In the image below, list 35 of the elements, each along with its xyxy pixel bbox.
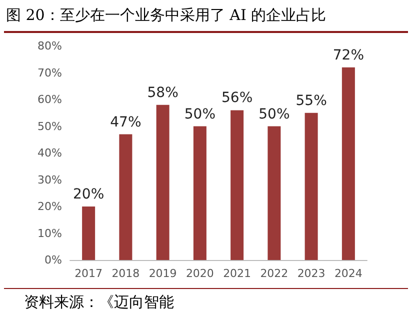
x-tick-label: 2023 [297, 267, 326, 280]
bar [268, 126, 281, 260]
bar [193, 126, 206, 260]
data-label: 50% [184, 106, 216, 122]
bar [82, 206, 96, 260]
x-tick-label: 2021 [223, 267, 252, 280]
y-tick-label: 10% [38, 226, 62, 240]
data-label: 72% [332, 47, 364, 64]
y-tick-label: 50% [38, 120, 62, 133]
x-tick-label: 2024 [334, 267, 362, 280]
bar [156, 104, 170, 260]
bar [119, 134, 132, 260]
data-label: 56% [222, 90, 253, 106]
y-tick-label: 40% [38, 146, 62, 160]
x-tick-label: 2018 [112, 267, 140, 280]
data-label: 55% [296, 92, 327, 109]
x-tick-label: 2022 [260, 267, 288, 280]
data-label: 50% [258, 106, 290, 122]
data-label: 47% [110, 114, 142, 130]
y-tick-label: 30% [38, 173, 62, 186]
y-tick-label: 70% [38, 66, 62, 80]
y-tick-label: 0% [44, 254, 62, 266]
x-tick-label: 2019 [148, 267, 177, 280]
x-tick-label: 2017 [74, 267, 103, 280]
text: 资料来源：《迈向智能 [24, 293, 174, 312]
bar [342, 67, 355, 260]
data-label: 20% [73, 186, 104, 202]
y-tick-label: 20% [38, 200, 62, 213]
bar [304, 112, 318, 260]
x-tick-label: 2020 [186, 267, 214, 280]
chart-title: 图 20：至少在一个业务中采用了 AI 的企业占比 [6, 6, 326, 25]
data-label: 58% [147, 84, 178, 101]
y-tick-label: 60% [38, 93, 62, 106]
bar [230, 110, 244, 260]
y-tick-label: 80% [38, 40, 62, 52]
